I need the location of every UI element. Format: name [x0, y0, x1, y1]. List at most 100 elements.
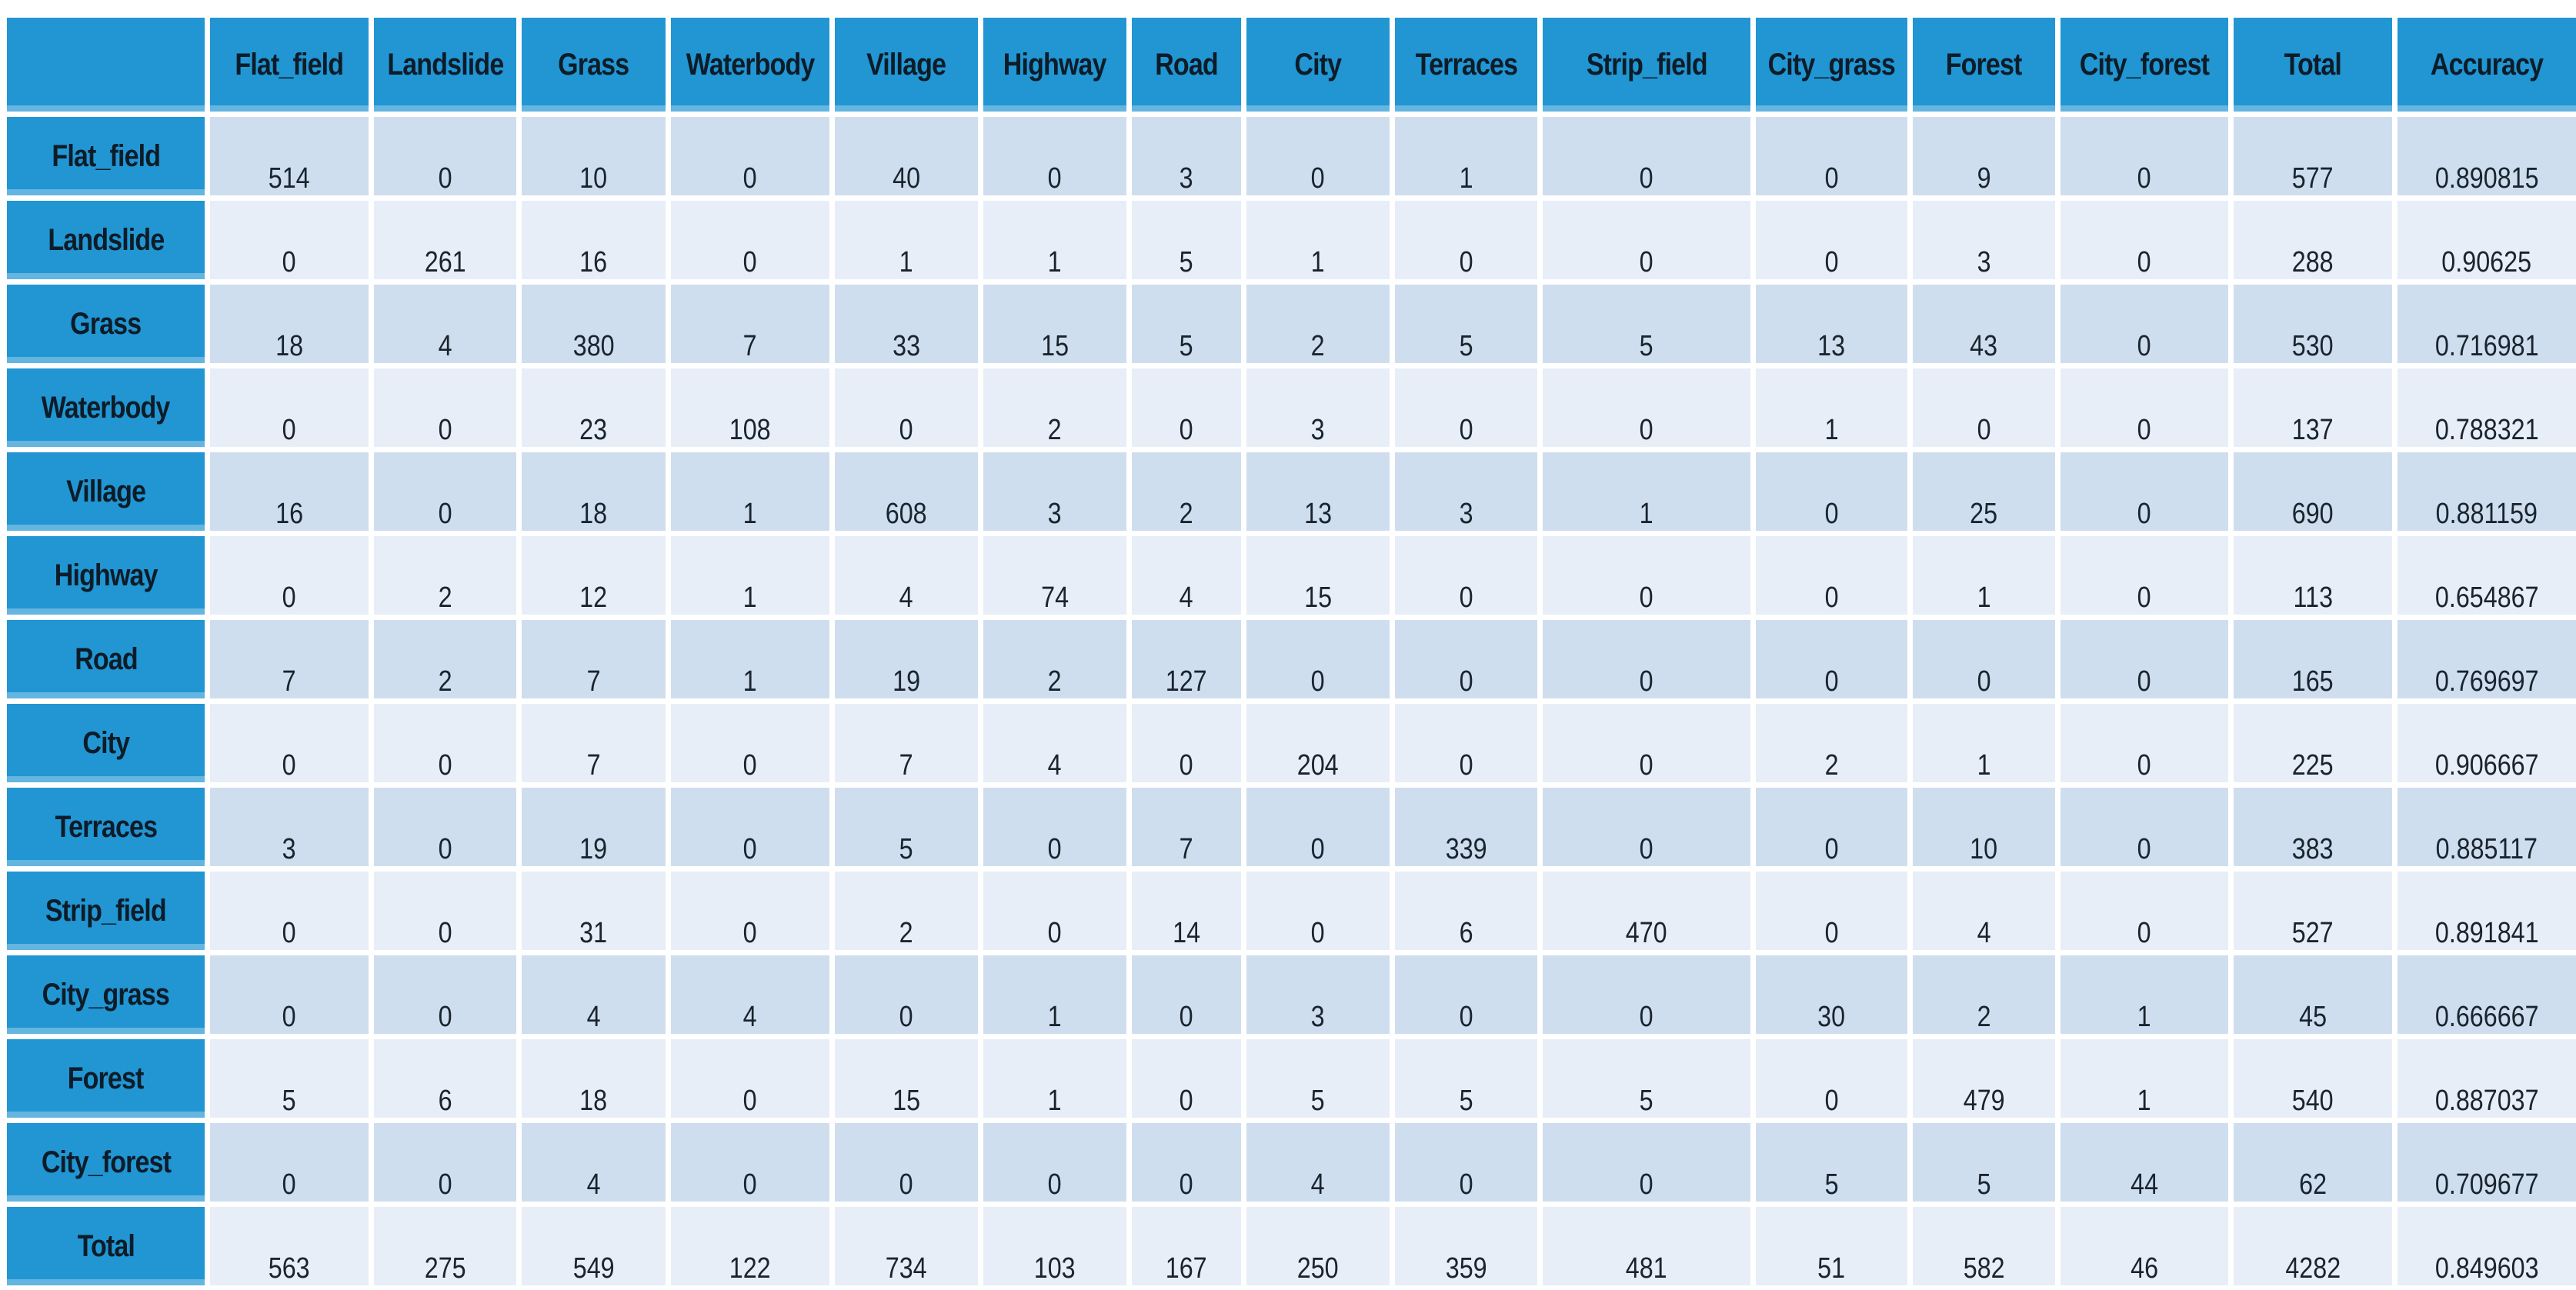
- cell-forest-highway: 1: [983, 1039, 1126, 1118]
- header-row: Flat_field Landslide Grass Waterbody Village…: [7, 18, 2576, 112]
- cell-value: 0: [1640, 1168, 1653, 1201]
- cell-value: 514: [269, 162, 310, 195]
- cell-value: 4: [1048, 749, 1062, 782]
- cell-value: 62: [2299, 1168, 2327, 1201]
- cell-terraces-grass: 19: [522, 788, 666, 866]
- col-header-city: City: [1246, 18, 1390, 112]
- row-label-text: Highway: [54, 558, 158, 592]
- col-header-label: Road: [1155, 47, 1218, 82]
- cell-waterbody-total: 137: [2234, 368, 2392, 447]
- cell-value: 4282: [2285, 1252, 2341, 1285]
- table-row-forest: Forest 5 6 18 0 15 1 0 5 5 5 0 479 1 540 0.887037: [7, 1039, 2576, 1118]
- cell-value: 51: [1817, 1252, 1846, 1285]
- col-header-city-forest: City_forest: [2060, 18, 2228, 112]
- cell-value: 530: [2292, 330, 2334, 362]
- cell-value: 0: [1824, 246, 1839, 278]
- cell-city-highway: 4: [983, 704, 1126, 782]
- row-label-terraces: Terraces: [7, 788, 205, 866]
- col-header-grass: Grass: [522, 18, 666, 112]
- cell-value: 1: [743, 665, 757, 698]
- cell-value: 0: [438, 1168, 452, 1201]
- cell-city-forest-total: 62: [2234, 1123, 2392, 1202]
- cell-value: 608: [886, 498, 927, 530]
- cell-value: 0.716981: [2434, 330, 2539, 362]
- cell-value: 1: [2137, 1001, 2151, 1033]
- cell-city-grass-city: 3: [1246, 955, 1390, 1034]
- cell-waterbody-forest: 0: [1913, 368, 2055, 447]
- cell-flat-field-total: 577: [2234, 117, 2392, 195]
- cell-total-grass: 549: [522, 1207, 666, 1285]
- cell-value: 0: [2137, 162, 2151, 195]
- cell-landslide-city-grass: 0: [1756, 201, 1907, 279]
- cell-flat-field-highway: 0: [983, 117, 1126, 195]
- cell-flat-field-road: 3: [1132, 117, 1241, 195]
- cell-strip-field-city: 0: [1246, 872, 1390, 950]
- cell-village-road: 2: [1132, 452, 1241, 531]
- cell-road-total: 165: [2234, 620, 2392, 698]
- row-label-village: Village: [7, 452, 205, 531]
- cell-value: 3: [1311, 1001, 1325, 1033]
- cell-value: 0.769697: [2434, 665, 2539, 698]
- cell-city-grass-accuracy: 0.666667: [2397, 955, 2576, 1034]
- row-label-forest: Forest: [7, 1039, 205, 1118]
- cell-value: 1: [1048, 246, 1062, 278]
- cell-landslide-village: 1: [835, 201, 978, 279]
- row-label-waterbody: Waterbody: [7, 368, 205, 447]
- cell-city-total: 225: [2234, 704, 2392, 782]
- table-row-city: City 0 0 7 0 7 4 0 204 0 0 2 1 0 225 0.906667: [7, 704, 2576, 782]
- cell-value: 137: [2292, 414, 2334, 446]
- col-header-label: Landslide: [386, 47, 504, 82]
- cell-value: 5: [282, 1085, 296, 1117]
- cell-value: 7: [586, 665, 601, 698]
- matrix-header: Flat_field Landslide Grass Waterbody Village…: [7, 18, 2576, 112]
- cell-city-forest-waterbody: 0: [671, 1123, 829, 1202]
- cell-value: 3: [1180, 162, 1193, 195]
- cell-strip-field-waterbody: 0: [671, 872, 829, 950]
- cell-city-accuracy: 0.906667: [2397, 704, 2576, 782]
- cell-total-terraces: 359: [1395, 1207, 1537, 1285]
- cell-grass-city-forest: 0: [2060, 285, 2228, 363]
- cell-value: 0: [743, 1085, 757, 1117]
- cell-value: 5: [1180, 330, 1193, 362]
- cell-landslide-grass: 16: [522, 201, 666, 279]
- cell-value: 479: [1963, 1085, 2005, 1117]
- cell-road-city-forest: 0: [2060, 620, 2228, 698]
- cell-waterbody-accuracy: 0.788321: [2397, 368, 2576, 447]
- cell-highway-accuracy: 0.654867: [2397, 536, 2576, 615]
- cell-waterbody-flat-field: 0: [210, 368, 369, 447]
- cell-value: 0: [743, 917, 757, 949]
- cell-strip-field-accuracy: 0.891841: [2397, 872, 2576, 950]
- row-label-text: Grass: [70, 306, 142, 341]
- col-header-strip-field: Strip_field: [1543, 18, 1750, 112]
- cell-value: 5: [1459, 1085, 1473, 1117]
- cell-value: 549: [572, 1252, 615, 1285]
- col-header-label: Village: [866, 47, 946, 82]
- cell-value: 5: [1311, 1085, 1325, 1117]
- cell-value: 5: [1459, 330, 1473, 362]
- cell-terraces-city-forest: 0: [2060, 788, 2228, 866]
- cell-forest-grass: 18: [522, 1039, 666, 1118]
- cell-value: 383: [2292, 833, 2334, 865]
- cell-total-accuracy: 0.849603: [2397, 1207, 2576, 1285]
- cell-city-landslide: 0: [374, 704, 516, 782]
- cell-highway-city-forest: 0: [2060, 536, 2228, 615]
- cell-value: 0.885117: [2435, 833, 2538, 865]
- row-label-text: Village: [65, 474, 146, 508]
- cell-value: 470: [1626, 917, 1667, 949]
- cell-highway-village: 4: [835, 536, 978, 615]
- table-row-highway: Highway 0 2 12 1 4 74 4 15 0 0 0 1 0 113 0.654867: [7, 536, 2576, 615]
- cell-value: 0: [1459, 582, 1473, 614]
- cell-value: 108: [729, 414, 771, 446]
- cell-city-grass-city-grass: 30: [1756, 955, 1907, 1034]
- cell-city-forest-city: 4: [1246, 1123, 1390, 1202]
- cell-terraces-road: 7: [1132, 788, 1241, 866]
- cell-value: 2: [438, 665, 452, 698]
- cell-value: 2: [1977, 1001, 1991, 1033]
- cell-terraces-city-grass: 0: [1756, 788, 1907, 866]
- cell-value: 15: [893, 1085, 920, 1117]
- cell-value: 0: [438, 414, 452, 446]
- cell-value: 167: [1166, 1252, 1207, 1285]
- cell-forest-road: 0: [1132, 1039, 1241, 1118]
- cell-forest-forest: 479: [1913, 1039, 2055, 1118]
- cell-value: 30: [1817, 1001, 1846, 1033]
